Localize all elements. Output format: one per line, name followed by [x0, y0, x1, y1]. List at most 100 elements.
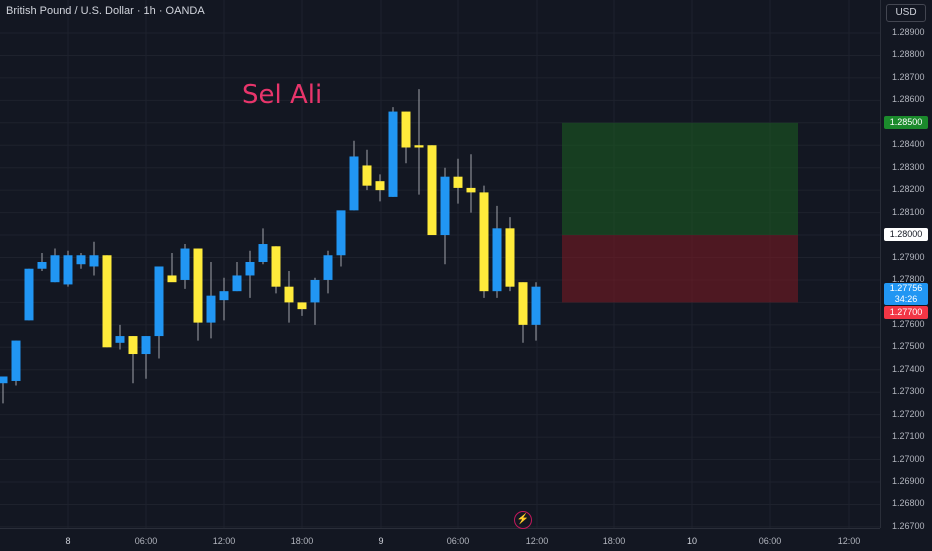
price-tick-label: 1.28600	[892, 94, 925, 105]
price-tick-label: 1.26700	[892, 520, 925, 531]
time-tick-label: 9	[378, 536, 384, 546]
candle	[271, 246, 281, 294]
candle-body	[24, 268, 34, 321]
candle	[505, 217, 515, 292]
candle	[232, 261, 242, 292]
candle	[128, 336, 138, 384]
candle-body	[336, 210, 346, 256]
candle	[323, 250, 333, 294]
stop-loss-price-tag: 1.27700	[884, 306, 928, 319]
price-tick-label: 1.27500	[892, 341, 925, 352]
candle	[193, 248, 203, 341]
candle-body	[466, 187, 476, 193]
lightning-icon[interactable]: ⚡	[514, 511, 532, 529]
candle-body	[518, 282, 528, 325]
candle-body	[102, 255, 112, 348]
time-tick-label: 06:00	[758, 536, 782, 546]
candle	[245, 250, 255, 298]
price-tick-label: 1.27000	[892, 453, 925, 464]
candle	[24, 268, 34, 321]
target-zone	[562, 122, 798, 236]
price-tick-label: 1.27600	[892, 318, 925, 329]
candle	[180, 244, 190, 289]
time-tick-label: 06:00	[446, 536, 470, 546]
candle-body	[323, 255, 333, 280]
candle	[154, 266, 164, 359]
candle-body	[76, 255, 86, 265]
candle	[427, 145, 437, 236]
candle-body	[375, 181, 385, 191]
candle-body	[258, 244, 268, 262]
symbol-title[interactable]: British Pound / U.S. Dollar · 1h · OANDA	[6, 5, 205, 17]
candle-body	[349, 156, 359, 211]
time-tick-label: 10	[686, 536, 698, 546]
price-tick-label: 1.28800	[892, 49, 925, 60]
chart-pane[interactable]	[0, 0, 880, 528]
candle	[11, 340, 21, 386]
price-tick-label: 1.28900	[892, 27, 925, 37]
candle-body	[37, 261, 47, 269]
candle	[206, 261, 216, 339]
time-axis[interactable]	[0, 528, 880, 551]
time-tick-label: 18:00	[290, 536, 314, 546]
candle	[0, 376, 8, 404]
price-tick-label: 1.27800	[892, 273, 925, 284]
candle	[115, 324, 125, 350]
candlestick-chart[interactable]	[0, 0, 880, 528]
candle-body	[193, 248, 203, 323]
candle-body	[505, 228, 515, 287]
entry-price-tag: 1.28000	[884, 228, 928, 241]
price-tick-label: 1.28400	[892, 139, 925, 150]
candle	[479, 185, 489, 298]
candle-body	[232, 275, 242, 292]
candle	[453, 158, 463, 204]
candle-body	[401, 111, 411, 148]
candle	[167, 253, 177, 283]
price-tick-label: 1.27400	[892, 363, 925, 374]
candle	[63, 250, 73, 287]
price-tick-label: 1.28200	[892, 184, 925, 195]
candle	[518, 282, 528, 343]
bar-countdown: 34:26	[894, 294, 918, 304]
price-tick-label: 1.27200	[892, 408, 925, 419]
candle-body	[63, 255, 73, 285]
time-tick-label: 8	[65, 536, 71, 546]
time-tick-label: 12:00	[525, 536, 549, 546]
candle	[102, 255, 112, 348]
candle-body	[271, 246, 281, 287]
candle	[37, 253, 47, 271]
candle-body	[479, 192, 489, 292]
candle	[492, 205, 502, 298]
text-annotation[interactable]: Sel Ali	[242, 80, 323, 110]
candle-body	[531, 286, 541, 325]
price-tick-label: 1.26800	[892, 498, 925, 509]
candle	[219, 277, 229, 321]
candle-body	[89, 255, 99, 267]
currency-selector[interactable]: USD	[886, 4, 926, 22]
candle-body	[154, 266, 164, 337]
candle	[297, 302, 307, 316]
candle	[50, 248, 60, 283]
grid-lines	[0, 0, 880, 528]
candle	[310, 277, 320, 325]
candle-body	[362, 165, 372, 186]
price-tick-label: 1.27300	[892, 386, 925, 397]
time-tick-label: 06:00	[134, 536, 158, 546]
candle	[336, 210, 346, 267]
candles	[0, 89, 541, 404]
price-axis[interactable]	[880, 0, 932, 528]
candle-body	[492, 228, 502, 292]
candle	[375, 174, 385, 202]
candle-body	[141, 336, 151, 355]
candle	[362, 149, 372, 191]
candle-body	[50, 255, 60, 283]
position-tool	[562, 122, 798, 303]
candle	[440, 167, 450, 265]
candle-body	[245, 261, 255, 276]
current-price-tag: 1.27756 34:26	[884, 283, 928, 305]
candle	[531, 282, 541, 341]
candle-body	[414, 145, 424, 148]
candle	[401, 111, 411, 164]
candle-body	[115, 336, 125, 343]
candle	[258, 228, 268, 265]
